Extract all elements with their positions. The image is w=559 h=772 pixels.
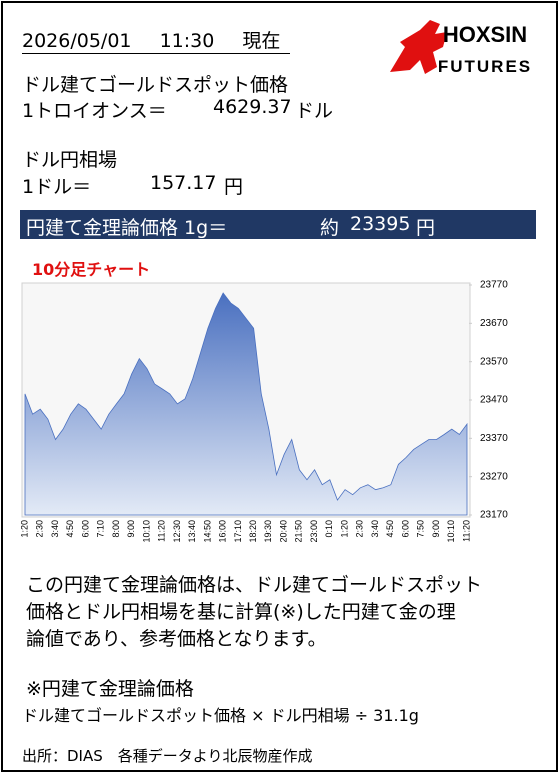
x-tick-label: 7:50 (416, 520, 426, 538)
gold-unit: 1トロイオンス＝ (22, 100, 167, 122)
chart-title: 10分足チャート (32, 260, 151, 279)
x-tick-label: 3:40 (370, 520, 380, 538)
header-status: 現在 (242, 30, 281, 52)
x-tick-label: 8:00 (111, 520, 121, 538)
chart: 23170 23270 23370 23470 23570 23670 23770 1:20 2… (19, 280, 508, 543)
x-tick-label: 16:00 (218, 520, 228, 543)
x-tick-label: 2:30 (35, 520, 45, 538)
x-tick-label: 3:40 (50, 520, 60, 538)
x-tick-label: 1:20 (339, 520, 349, 538)
x-tick-label: 17:10 (233, 520, 243, 543)
area (24, 292, 468, 516)
y-tick-label: 23770 (480, 280, 508, 291)
x-tick-label: 13:40 (187, 520, 197, 543)
x-tick-label: 23:00 (309, 520, 319, 543)
theory-prefix: 約 (320, 217, 340, 239)
x-tick-label: 10:10 (141, 520, 151, 543)
header-date: 2026/05/01 (22, 30, 132, 52)
theory-price: 23395 (350, 213, 411, 235)
x-tick-label: 12:30 (172, 520, 182, 543)
fx-label: ドル円相場 (22, 149, 118, 171)
formula-text: ドル建てゴールドスポット価格 × ドル円相場 ÷ 31.1g (22, 706, 419, 725)
x-tick-label: 1:20 (19, 520, 29, 538)
note-line: 価格とドル円相場を基に計算(※)した円建て金の理 (26, 601, 456, 623)
x-tick-label: 11:20 (157, 520, 167, 542)
logo-sub: FUTURES (438, 57, 532, 76)
x-tick-label: 9:00 (126, 520, 136, 538)
x-tick-label: 2:30 (355, 520, 365, 538)
x-tick-label: 4:50 (385, 520, 395, 538)
x-tick-label: 11:20 (461, 520, 471, 542)
y-tick-label: 23470 (480, 395, 508, 406)
header-line: 2026/05/01 11:30 現在 (22, 26, 291, 54)
gold-currency: ドル (295, 100, 334, 122)
y-tick-label: 23370 (480, 433, 508, 444)
x-tick-label: 10:10 (446, 520, 456, 543)
fx-unit: 1ドル＝ (22, 176, 92, 198)
x-tick-label: 9:00 (431, 520, 441, 538)
formula-title: ※円建て金理論価格 (26, 678, 194, 700)
theory-label: 円建て金理論価格 1g＝ (26, 217, 228, 239)
note: この円建て金理論価格は、ドル建てゴールドスポット 価格とドル円相場を基に計算(※… (26, 572, 482, 653)
y-tick-label: 23170 (480, 510, 508, 521)
x-tick-label: 21:50 (294, 520, 304, 543)
logo-name: HOXSIN (443, 22, 527, 47)
x-tick-label: 20:40 (278, 520, 288, 543)
fx-rate: 157.17 (150, 172, 217, 194)
note-line: 論値であり、参考価格となります。 (26, 628, 327, 650)
x-tick-label: 6:00 (80, 520, 90, 538)
x-tick-label: 4:50 (65, 520, 75, 538)
source: 出所：DIAS 各種データより北辰物産作成 (22, 747, 313, 765)
x-tick-label: 0:10 (324, 520, 334, 538)
x-tick-label: 7:10 (96, 520, 106, 538)
y-tick-label: 23570 (480, 356, 508, 367)
gold-label: ドル建てゴールドスポット価格 (22, 74, 289, 96)
x-tick-label: 19:30 (263, 520, 273, 543)
theory-currency: 円 (416, 217, 436, 239)
fx-currency: 円 (224, 176, 244, 198)
theory-bar (20, 210, 536, 239)
header-time: 11:30 (159, 30, 215, 52)
y-tick-label: 23270 (480, 471, 508, 482)
x-tick-label: 14:50 (202, 520, 212, 543)
logo: HOXSIN FUTURES (390, 20, 532, 76)
x-tick-label: 6:00 (400, 520, 410, 538)
y-tick-label: 23670 (480, 318, 508, 329)
note-line: この円建て金理論価格は、ドル建てゴールドスポット (26, 574, 483, 596)
gold-price: 4629.37 (213, 96, 292, 118)
x-tick-label: 18:20 (248, 520, 258, 543)
